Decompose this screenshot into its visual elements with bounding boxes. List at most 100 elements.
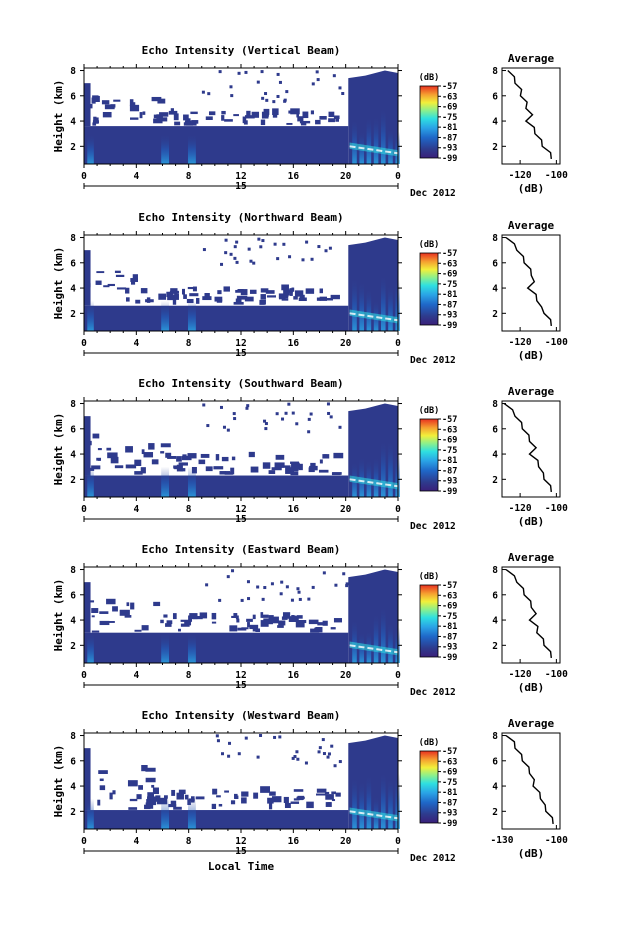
y-tick-label: 8 xyxy=(70,731,76,742)
x-tick-label: 20 xyxy=(340,338,352,349)
x-tick-label: 0 xyxy=(81,836,87,847)
profile-x-tick-label: -100 xyxy=(545,337,568,348)
colorbar-tick-label: -63 xyxy=(442,757,457,767)
colorbar-tick-label: -69 xyxy=(442,436,457,446)
y-axis-label: Height (km) xyxy=(52,579,65,652)
profile-y-tick-label: 6 xyxy=(492,756,498,767)
profile-frame xyxy=(501,234,561,332)
x-tick-label: 16 xyxy=(288,670,300,681)
colorbar-unit: (dB) xyxy=(419,73,439,83)
y-tick-label: 8 xyxy=(70,66,76,77)
profile-y-tick-label: 8 xyxy=(492,66,498,77)
profile-line xyxy=(503,402,552,492)
profile-title: Average xyxy=(508,551,555,564)
profile-y-tick-label: 2 xyxy=(492,475,498,486)
colorbar-tick-label: -75 xyxy=(442,778,457,788)
date-label: Dec 2012 xyxy=(410,188,456,199)
profile-y-tick-label: 8 xyxy=(492,399,498,410)
panel-title: Echo Intensity (Northward Beam) xyxy=(138,211,343,224)
panel-3: Echo Intensity (Southward Beam) 8 6 4 2 Heigh… xyxy=(52,377,568,532)
x-tick-label: 0 xyxy=(81,171,87,182)
profile-title: Average xyxy=(508,717,555,730)
x-tick-label: 20 xyxy=(340,504,352,515)
colorbar-tick-label: -81 xyxy=(442,622,457,632)
colorbar-tick-label: -69 xyxy=(442,602,457,612)
colorbar xyxy=(419,252,439,326)
profile-y-tick-label: 2 xyxy=(492,309,498,320)
colorbar-tick-label: -99 xyxy=(442,653,457,663)
y-tick-label: 8 xyxy=(70,233,76,244)
x-tick-label: 12 xyxy=(235,670,246,681)
y-tick-label: 2 xyxy=(70,475,76,486)
y-axis-label: Height (km) xyxy=(52,745,65,818)
colorbar-unit: (dB) xyxy=(419,240,439,250)
profile-title: Average xyxy=(508,385,555,398)
profile-y-tick-label: 6 xyxy=(492,424,498,435)
colorbar-tick-label: -93 xyxy=(442,144,457,154)
x-tick-label: 8 xyxy=(186,338,192,349)
day-label: 15 xyxy=(235,514,247,525)
colorbar-tick-label: -75 xyxy=(442,612,457,622)
profile-y-tick-label: 6 xyxy=(492,590,498,601)
colorbar-tick-label: -99 xyxy=(442,819,457,829)
colorbar-tick-label: -87 xyxy=(442,466,457,476)
colorbar-tick-label: -75 xyxy=(442,113,457,123)
x-tick-label: 0 xyxy=(81,670,87,681)
colorbar-tick-label: -87 xyxy=(442,133,457,143)
profile-y-tick-label: 6 xyxy=(492,91,498,102)
profile-x-tick-label: -120 xyxy=(509,503,532,514)
profile-x-label: (dB) xyxy=(518,349,545,362)
day-label: 15 xyxy=(235,846,247,857)
colorbar-tick-label: -63 xyxy=(442,425,457,435)
y-tick-label: 6 xyxy=(70,590,76,601)
colorbar-tick-label: -87 xyxy=(442,632,457,642)
profile-title: Average xyxy=(508,52,555,65)
heatmap-cells xyxy=(84,569,400,663)
colorbar-tick-label: -93 xyxy=(442,809,457,819)
profile-x-tick-label: -130 xyxy=(491,835,514,846)
day-label: 15 xyxy=(235,680,247,691)
panel-title: Echo Intensity (Southward Beam) xyxy=(138,377,343,390)
panel-title: Echo Intensity (Eastward Beam) xyxy=(142,543,341,556)
profile-x-tick-label: -100 xyxy=(545,669,568,680)
profile-y-tick-label: 8 xyxy=(492,565,498,576)
colorbar-tick-label: -57 xyxy=(442,747,457,757)
profile-y-tick-label: 2 xyxy=(492,142,498,153)
colorbar-tick-label: -99 xyxy=(442,487,457,497)
profile-y-tick-label: 4 xyxy=(492,284,498,295)
y-tick-label: 2 xyxy=(70,309,76,320)
x-tick-label: 0 xyxy=(81,504,87,515)
colorbar-tick-label: -81 xyxy=(442,456,457,466)
panel-4: Echo Intensity (Eastward Beam) 8 6 4 2 Height… xyxy=(52,543,568,698)
profile-x-tick-label: -100 xyxy=(545,835,568,846)
colorbar-tick-label: -57 xyxy=(442,581,457,591)
heatmap-cells xyxy=(84,402,400,497)
panel-5: Echo Intensity (Westward Beam) 8 6 4 2 Height… xyxy=(52,709,568,873)
colorbar-tick-label: -93 xyxy=(442,311,457,321)
profile-x-tick-label: -120 xyxy=(509,170,532,181)
x-tick-label: 4 xyxy=(133,338,139,349)
colorbar-tick-label: -63 xyxy=(442,92,457,102)
x-tick-label: 20 xyxy=(340,836,352,847)
profile-x-label: (dB) xyxy=(518,847,545,860)
profile-y-tick-label: 6 xyxy=(492,258,498,269)
profile-y-tick-label: 4 xyxy=(492,117,498,128)
profile-frame xyxy=(501,400,561,498)
colorbar-tick-label: -69 xyxy=(442,270,457,280)
x-tick-label: 16 xyxy=(288,504,300,515)
colorbar-tick-label: -81 xyxy=(442,123,457,133)
profile-y-tick-label: 8 xyxy=(492,233,498,244)
colorbar xyxy=(419,85,439,159)
x-tick-label: 16 xyxy=(288,171,300,182)
profile-line xyxy=(505,568,552,658)
x-tick-label: 20 xyxy=(340,670,352,681)
y-tick-label: 4 xyxy=(70,616,76,627)
y-tick-label: 6 xyxy=(70,258,76,269)
colorbar-tick-label: -87 xyxy=(442,300,457,310)
x-tick-label: 8 xyxy=(186,171,192,182)
x-tick-label: 16 xyxy=(288,338,300,349)
y-tick-label: 6 xyxy=(70,756,76,767)
y-tick-label: 4 xyxy=(70,782,76,793)
profile-x-label: (dB) xyxy=(518,182,545,195)
